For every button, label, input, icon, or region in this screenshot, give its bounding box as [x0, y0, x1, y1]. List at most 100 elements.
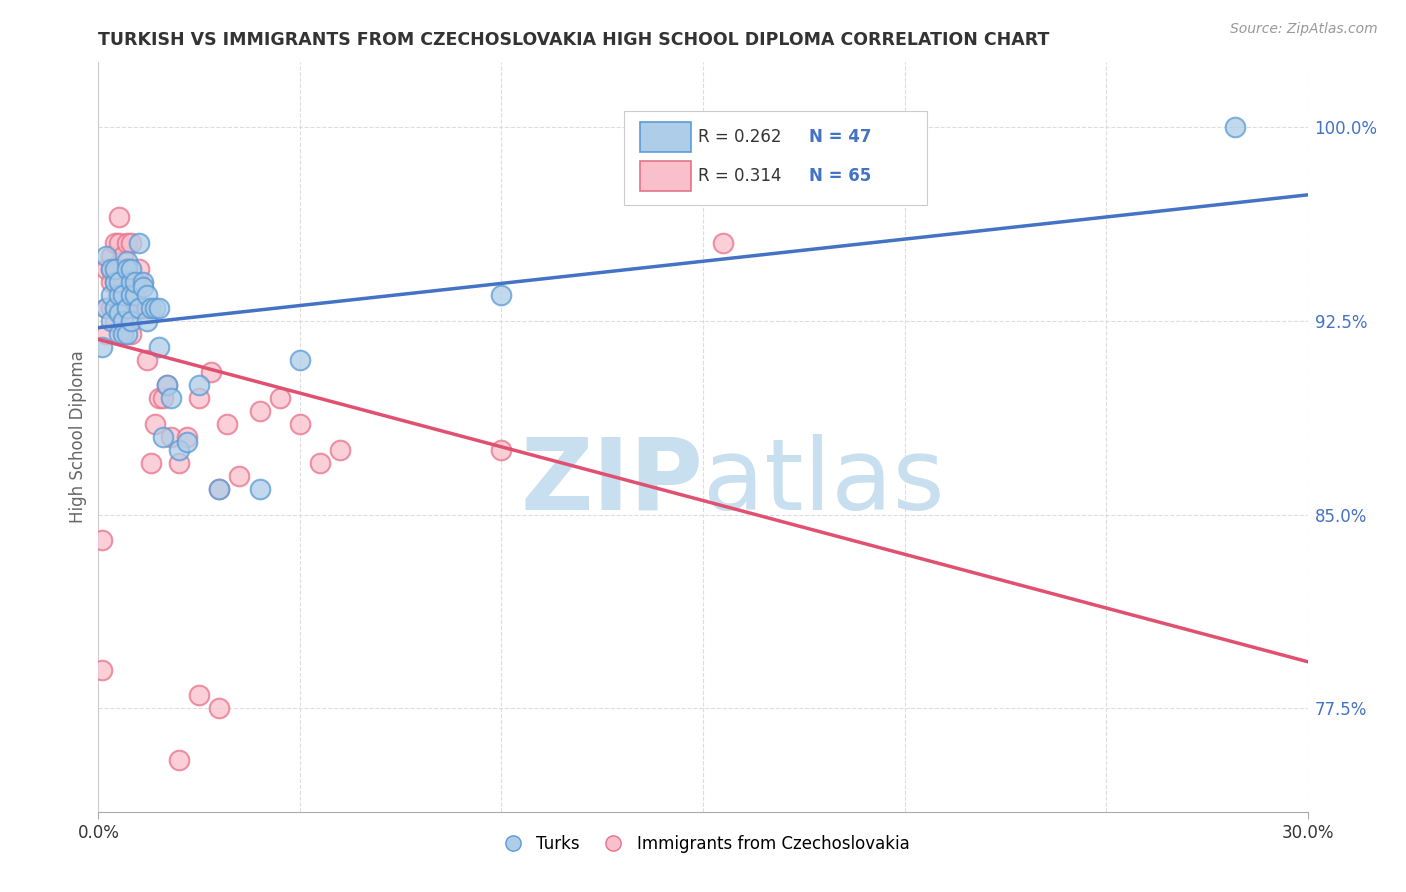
Point — [96, 301, 118, 315]
Point — [288, 417, 311, 432]
Point — [132, 301, 155, 315]
Point — [103, 275, 125, 289]
Point — [107, 275, 129, 289]
Point — [115, 301, 138, 315]
Text: R = 0.262: R = 0.262 — [699, 128, 782, 146]
Point — [491, 442, 513, 457]
Point — [132, 301, 155, 315]
Point — [711, 236, 734, 251]
Point — [128, 301, 150, 315]
Point — [124, 301, 146, 315]
Point — [176, 435, 198, 450]
Y-axis label: High School Diploma: High School Diploma — [69, 351, 87, 524]
Point — [107, 211, 129, 225]
Point — [188, 689, 211, 703]
Point — [120, 262, 142, 277]
Text: ZIP: ZIP — [520, 434, 703, 531]
Point — [96, 249, 118, 263]
Point — [148, 340, 170, 354]
Point — [115, 236, 138, 251]
Point — [132, 280, 155, 294]
Point — [188, 378, 211, 392]
Point — [135, 314, 157, 328]
Point — [111, 262, 134, 277]
Point — [107, 326, 129, 341]
Point — [115, 288, 138, 302]
Point — [288, 352, 311, 367]
Point — [249, 404, 271, 418]
Point — [103, 301, 125, 315]
Point — [91, 340, 114, 354]
Point — [128, 275, 150, 289]
Point — [107, 306, 129, 320]
Point — [309, 456, 332, 470]
Point — [124, 301, 146, 315]
Point — [188, 392, 211, 406]
Point — [103, 314, 125, 328]
Point — [249, 482, 271, 496]
Point — [100, 275, 122, 289]
Point — [124, 288, 146, 302]
Point — [176, 430, 198, 444]
Point — [120, 326, 142, 341]
Point — [115, 262, 138, 277]
Point — [111, 249, 134, 263]
Point — [103, 275, 125, 289]
Point — [115, 326, 138, 341]
Point — [120, 275, 142, 289]
Point — [143, 301, 166, 315]
Point — [107, 288, 129, 302]
Point — [329, 442, 352, 457]
Point — [115, 262, 138, 277]
Point — [91, 533, 114, 548]
Point — [100, 301, 122, 315]
FancyBboxPatch shape — [624, 112, 927, 205]
Point — [269, 392, 291, 406]
Point — [208, 482, 231, 496]
Point — [135, 301, 157, 315]
Point — [143, 417, 166, 432]
Point — [128, 236, 150, 251]
Point — [120, 314, 142, 328]
Point — [107, 301, 129, 315]
Point — [120, 236, 142, 251]
Point — [139, 301, 162, 315]
Point — [491, 288, 513, 302]
Text: atlas: atlas — [703, 434, 945, 531]
Point — [120, 262, 142, 277]
Point — [100, 262, 122, 277]
Point — [115, 254, 138, 268]
Point — [167, 456, 190, 470]
Point — [156, 378, 179, 392]
Text: TURKISH VS IMMIGRANTS FROM CZECHOSLOVAKIA HIGH SCHOOL DIPLOMA CORRELATION CHART: TURKISH VS IMMIGRANTS FROM CZECHOSLOVAKI… — [98, 31, 1050, 49]
Point — [124, 275, 146, 289]
Point — [124, 275, 146, 289]
Point — [208, 701, 231, 715]
Point — [107, 236, 129, 251]
Point — [96, 301, 118, 315]
Point — [167, 442, 190, 457]
Point — [103, 262, 125, 277]
Point — [103, 301, 125, 315]
FancyBboxPatch shape — [640, 161, 690, 191]
Point — [217, 417, 239, 432]
Point — [103, 262, 125, 277]
Point — [128, 301, 150, 315]
Point — [103, 236, 125, 251]
Point — [148, 392, 170, 406]
Point — [128, 262, 150, 277]
Point — [1223, 120, 1246, 134]
Point — [152, 430, 174, 444]
Point — [135, 288, 157, 302]
Point — [111, 326, 134, 341]
Point — [100, 262, 122, 277]
Point — [111, 301, 134, 315]
Point — [208, 482, 231, 496]
Point — [91, 663, 114, 677]
Point — [111, 288, 134, 302]
Point — [160, 430, 183, 444]
Point — [100, 314, 122, 328]
Point — [107, 288, 129, 302]
Point — [135, 352, 157, 367]
Point — [115, 301, 138, 315]
